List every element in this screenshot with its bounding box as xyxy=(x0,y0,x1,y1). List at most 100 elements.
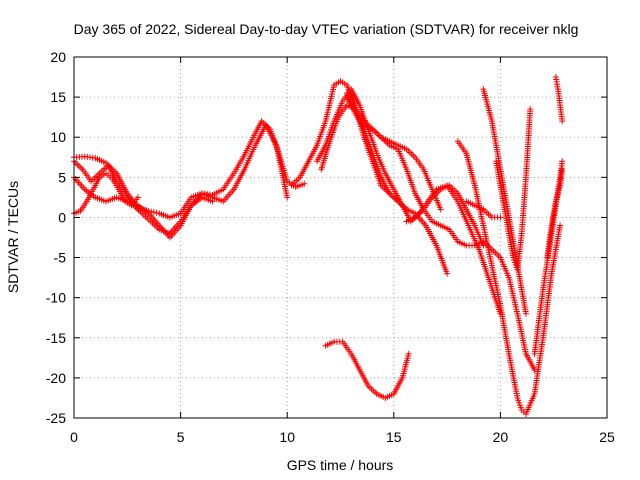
data-point-trail xyxy=(363,123,374,132)
data-point-trail xyxy=(493,160,503,187)
data-point-trail xyxy=(413,208,425,219)
data-point-trail xyxy=(323,84,337,122)
data-point-trail xyxy=(476,248,492,283)
data-point-trail xyxy=(455,200,471,227)
data-point-trail xyxy=(405,147,417,159)
data-point-trail xyxy=(413,156,426,171)
data-point-trail xyxy=(327,116,341,142)
data-point-trail xyxy=(447,228,460,243)
data-series xyxy=(454,138,564,417)
data-point-trail xyxy=(524,352,537,371)
data-point-trail xyxy=(232,153,247,175)
data-point-trail xyxy=(434,244,450,275)
data-point-trail xyxy=(397,143,408,152)
data-point-trail xyxy=(105,195,118,204)
data-point xyxy=(522,310,529,317)
data-point-trail xyxy=(506,232,516,259)
data-point-trail xyxy=(497,304,512,355)
data-point-trail xyxy=(553,184,563,203)
data-point-trail xyxy=(136,203,150,216)
data-point-trail xyxy=(531,288,546,355)
data-point-trail xyxy=(473,239,485,248)
data-point-trail xyxy=(178,196,193,215)
data-point-trail xyxy=(263,124,279,147)
data-point-trail xyxy=(502,208,512,235)
data-series xyxy=(403,182,487,249)
data-point-trail xyxy=(473,203,485,212)
data-point-trail xyxy=(130,196,140,207)
data-point-trail xyxy=(405,215,416,224)
data-point-trail xyxy=(242,132,258,156)
data-point-trail xyxy=(361,136,375,163)
data-point-trail xyxy=(370,152,384,179)
x-tick-label: 0 xyxy=(70,429,78,445)
data-point-trail xyxy=(456,239,468,248)
data-point xyxy=(405,350,412,357)
data-point-trail xyxy=(489,264,503,307)
data-point-trail xyxy=(375,391,387,400)
data-point-trail xyxy=(396,148,409,171)
data-point xyxy=(301,180,308,187)
x-tick-label: 5 xyxy=(177,429,185,445)
data-point-trail xyxy=(178,204,193,223)
data-point-trail xyxy=(147,212,161,227)
data-point-trail xyxy=(515,397,524,411)
data-point-trail xyxy=(379,176,392,195)
data-point-trail xyxy=(274,144,290,199)
data-point-trail xyxy=(324,339,335,348)
data-series xyxy=(493,106,534,273)
data-point-trail xyxy=(431,219,442,228)
data-point-trail xyxy=(491,214,501,221)
data-point-trail xyxy=(72,159,84,171)
data-point xyxy=(497,214,504,221)
plot-frame xyxy=(73,56,608,419)
y-tick-label: -5 xyxy=(54,250,67,266)
y-tick-label: -10 xyxy=(46,290,66,306)
y-axis-label: SDTVAR / TECUs xyxy=(5,181,21,293)
data-point-trail xyxy=(549,224,563,275)
data-point-trail xyxy=(341,340,353,355)
data-point-trail xyxy=(472,224,486,247)
y-tick-label: 5 xyxy=(58,169,66,185)
data-point-trail xyxy=(555,88,563,106)
grid-lines xyxy=(74,57,607,418)
data-point-trail xyxy=(221,172,236,191)
data-point-trail xyxy=(73,153,85,161)
data-point-trail xyxy=(319,140,333,171)
data-point-trail xyxy=(91,176,102,191)
data-series xyxy=(544,166,566,261)
data-point-trail xyxy=(73,208,82,216)
data-point-trail xyxy=(333,338,343,345)
data-point-trail xyxy=(371,127,383,139)
data-point-trail xyxy=(84,153,96,161)
data-point-trail xyxy=(105,172,114,181)
data-point-trail xyxy=(374,152,388,175)
data-series xyxy=(71,170,141,217)
data-point-trail xyxy=(422,208,434,223)
data-point-trail xyxy=(314,120,328,147)
data-point-trail xyxy=(379,135,391,147)
data-point-trail xyxy=(72,176,87,191)
data-series xyxy=(463,198,504,221)
data-point-trail xyxy=(523,393,537,415)
data-point-trail xyxy=(298,160,311,179)
data-point-trail xyxy=(430,188,442,199)
y-tick-label: -15 xyxy=(46,330,66,346)
data-point-trail xyxy=(294,181,306,190)
data-point xyxy=(559,166,566,173)
data-point-trail xyxy=(480,88,495,122)
y-tick-label: 20 xyxy=(50,49,66,65)
data-point-trail xyxy=(489,120,503,171)
data-point-trail xyxy=(439,223,451,232)
data-point-trail xyxy=(106,164,119,183)
data-point-trail xyxy=(149,220,161,231)
data-point-trail xyxy=(110,178,121,191)
data-point xyxy=(527,106,534,113)
data-point xyxy=(437,206,444,213)
data-point-trail xyxy=(366,384,378,396)
x-axis-ticks: 0 5 10 15 20 25 xyxy=(70,57,615,445)
x-axis-label: GPS time / hours xyxy=(287,457,394,473)
x-tick-label: 25 xyxy=(599,429,615,445)
data-point-trail xyxy=(132,204,144,215)
